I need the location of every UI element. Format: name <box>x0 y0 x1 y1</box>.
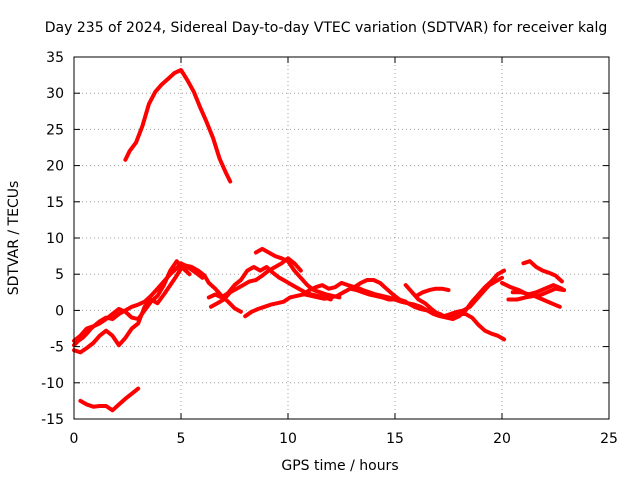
x-tick-label: 10 <box>279 431 297 447</box>
series-arc-7 <box>253 246 342 300</box>
series-arc-1 <box>123 68 233 184</box>
y-tick-label: -15 <box>41 412 64 428</box>
y-tick-label: 30 <box>46 86 64 102</box>
series-arc-14 <box>521 259 564 284</box>
y-axis-label: SDTVAR / TECUs <box>6 181 22 296</box>
series-arc-9 <box>243 278 408 319</box>
x-tick-label: 25 <box>600 431 618 447</box>
series-arc-2 <box>78 386 141 413</box>
x-tick-label: 0 <box>70 431 79 447</box>
series-arc-8 <box>209 256 303 309</box>
y-tick-label: -10 <box>41 376 64 392</box>
y-tick-label: 15 <box>46 195 64 211</box>
tick-labels: 0 5 10 15 20 25 -15 -10 -5 0 5 10 15 20 25 30 35 <box>41 50 618 447</box>
x-axis-label: GPS time / hours <box>281 458 398 474</box>
y-tick-label: 25 <box>46 122 64 138</box>
x-tick-label: 15 <box>386 431 404 447</box>
chart-title: Day 235 of 2024, Sidereal Day-to-day VTE… <box>45 20 607 36</box>
y-tick-label: -5 <box>50 340 64 356</box>
y-tick-label: 20 <box>46 159 64 175</box>
series-arc-5 <box>72 259 192 343</box>
x-tick-label: 5 <box>177 431 186 447</box>
y-tick-label: 0 <box>55 303 64 319</box>
series-arc-17 <box>510 286 567 298</box>
series-arc-12 <box>403 275 504 319</box>
y-tick-label: 10 <box>46 231 64 247</box>
series-layer <box>72 68 567 413</box>
y-tick-label: 5 <box>55 267 64 283</box>
x-tick-label: 20 <box>493 431 511 447</box>
tick-layer <box>73 56 610 420</box>
series-arc-13 <box>414 286 451 298</box>
y-tick-label: 35 <box>46 50 64 66</box>
grid-layer <box>74 57 609 419</box>
